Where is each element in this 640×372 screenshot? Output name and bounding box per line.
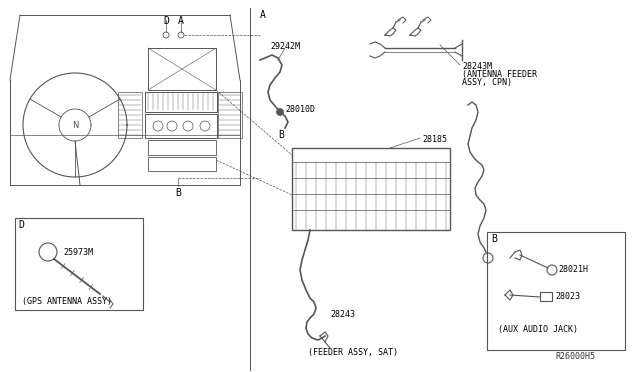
Bar — [145, 92, 217, 112]
Text: D: D — [163, 16, 169, 26]
Text: (GPS ANTENNA ASSY): (GPS ANTENNA ASSY) — [22, 297, 112, 306]
Text: (FEEDER ASSY, SAT): (FEEDER ASSY, SAT) — [308, 348, 398, 357]
Text: B: B — [175, 188, 181, 198]
Bar — [540, 292, 552, 301]
Circle shape — [276, 109, 284, 115]
Bar — [145, 114, 217, 138]
Text: 28023: 28023 — [555, 292, 580, 301]
Text: A: A — [260, 10, 266, 20]
Text: B: B — [491, 234, 497, 244]
Text: 28010D: 28010D — [285, 105, 315, 114]
Text: 25973M: 25973M — [63, 248, 93, 257]
Text: ASSY, CPN): ASSY, CPN) — [462, 78, 512, 87]
Text: 28243: 28243 — [330, 310, 355, 319]
Text: B: B — [278, 130, 284, 140]
Bar — [148, 157, 216, 171]
Text: (AUX AUDIO JACK): (AUX AUDIO JACK) — [498, 325, 578, 334]
Text: (ANTENNA FEEDER: (ANTENNA FEEDER — [462, 70, 537, 79]
Text: 28243M: 28243M — [462, 62, 492, 71]
Bar — [118, 92, 142, 138]
Bar — [148, 48, 216, 90]
Bar — [218, 92, 242, 138]
Text: 28021H: 28021H — [558, 265, 588, 274]
Text: 28185: 28185 — [422, 135, 447, 144]
Text: A: A — [178, 16, 184, 26]
Text: R26000H5: R26000H5 — [555, 352, 595, 361]
Bar — [148, 140, 216, 155]
Text: D: D — [18, 220, 24, 230]
Text: 29242M: 29242M — [270, 42, 300, 51]
Text: N: N — [72, 121, 78, 129]
Bar — [487, 232, 625, 350]
Bar — [292, 148, 450, 230]
Bar — [15, 218, 143, 310]
